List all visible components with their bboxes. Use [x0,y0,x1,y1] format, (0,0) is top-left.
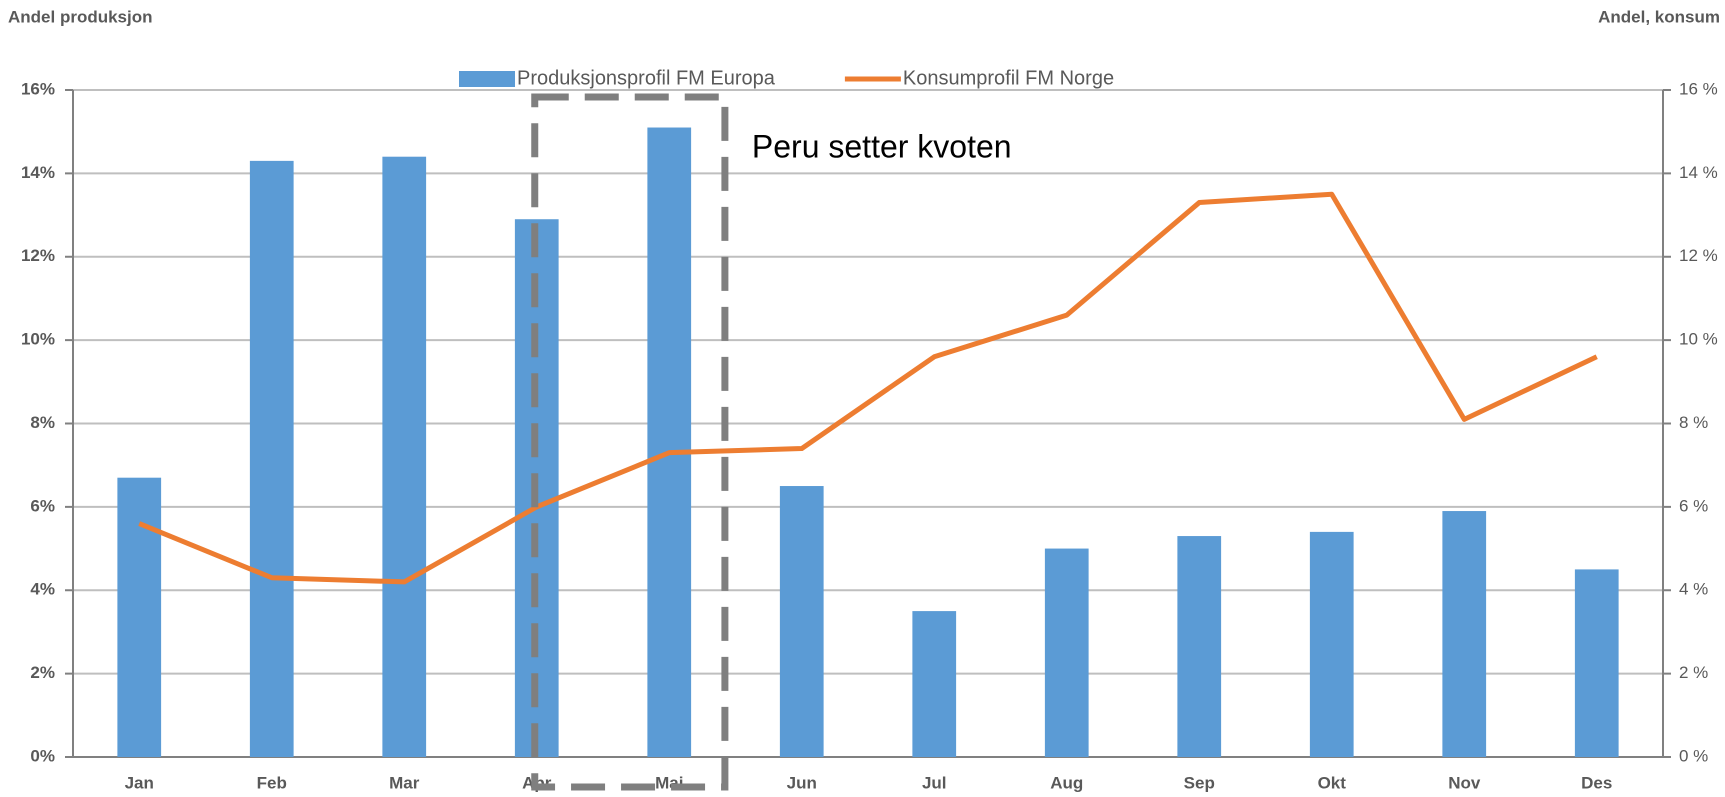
x-tick-label: Mar [389,773,420,792]
y-axis-label: Andel produksjon [8,7,153,26]
y2-tick-label: 4 % [1679,580,1708,599]
y-tick-label: 6% [30,496,55,515]
y-tick-label: 12% [21,246,55,265]
y-tick-label: 10% [21,330,55,349]
legend-label: Konsumprofil FM Norge [903,67,1114,89]
y2-tick-label: 2 % [1679,663,1708,682]
y2-tick-label: 0 % [1679,746,1708,765]
y2-tick-label: 10 % [1679,330,1718,349]
y-tick-label: 4% [30,580,55,599]
x-tick-label: Nov [1448,773,1481,792]
y2-tick-label: 16 % [1679,79,1718,98]
x-tick-label: Jul [922,773,947,792]
bar [117,477,162,757]
x-tick-label: Sep [1184,773,1215,792]
x-tick-label: Jan [125,773,154,792]
bar [1574,569,1619,757]
bar [647,127,692,758]
x-tick-label: Aug [1050,773,1083,792]
bar [382,156,427,757]
bar [249,160,294,757]
bar [1442,511,1487,757]
bar [1177,536,1222,757]
y2-tick-label: 8 % [1679,413,1708,432]
annotation: Peru setter kvoten [752,128,1012,164]
y-tick-label: 0% [30,746,55,765]
x-tick-label: Jun [787,773,817,792]
legend-swatch [459,71,515,87]
y2-tick-label: 14 % [1679,163,1718,182]
y-tick-label: 14% [21,163,55,182]
legend-label: Produksjonsprofil FM Europa [517,67,776,89]
y-tick-label: 2% [30,663,55,682]
y2-axis-label: Andel, konsum [1598,7,1720,26]
y-tick-label: 16% [21,79,55,98]
y2-tick-label: 6 % [1679,496,1708,515]
x-tick-label: Okt [1318,773,1347,792]
bar [779,486,824,757]
bar [1044,548,1089,757]
x-tick-label: Des [1581,773,1612,792]
y2-tick-label: 12 % [1679,246,1718,265]
bar [1309,531,1354,757]
bar [912,611,957,757]
annotation-box [531,93,729,791]
line [138,191,1598,585]
x-tick-label: Feb [257,773,287,792]
y-tick-label: 8% [30,413,55,432]
